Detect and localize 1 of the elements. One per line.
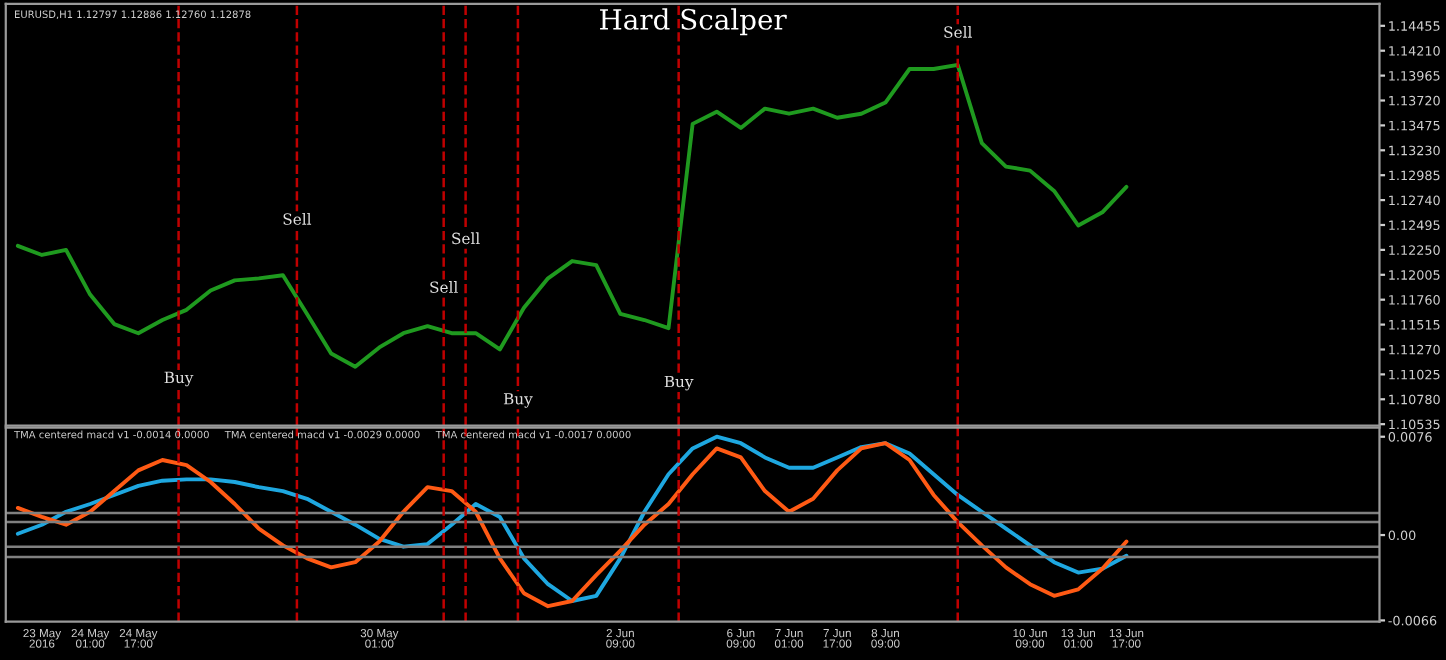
chart-title: Hard Scalper: [600, 8, 787, 36]
